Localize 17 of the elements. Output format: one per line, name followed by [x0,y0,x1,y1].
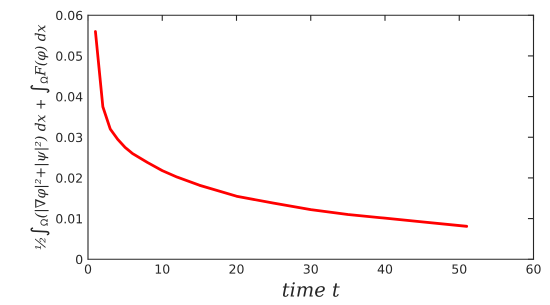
x-axis-title: time t [282,282,340,297]
x-tick-label: 0 [84,264,92,274]
x-tick-label: 10 [156,264,170,274]
y-tick-label: 0.02 [56,173,82,183]
x-tick-label: 40 [378,264,392,274]
y-axis-title: ½∫$_{Ω}$(|∇φ|²+|ψ|²) dx + ∫$_{Ω}$F(φ) dx [30,24,50,250]
y-tick-label: 0.01 [56,214,82,224]
x-tick-label: 60 [526,264,541,274]
y-tick-label: 0.04 [56,92,82,102]
y-tick-label: 0.06 [56,10,82,20]
y-tick-label: 0.05 [56,51,82,61]
x-tick-label: 30 [304,264,318,274]
x-tick-label: 50 [452,264,466,274]
y-tick-label: 0.03 [56,132,82,142]
line-series [94,30,468,228]
x-tick-label: 20 [229,264,244,274]
y-tick-label: 0 [76,254,82,264]
